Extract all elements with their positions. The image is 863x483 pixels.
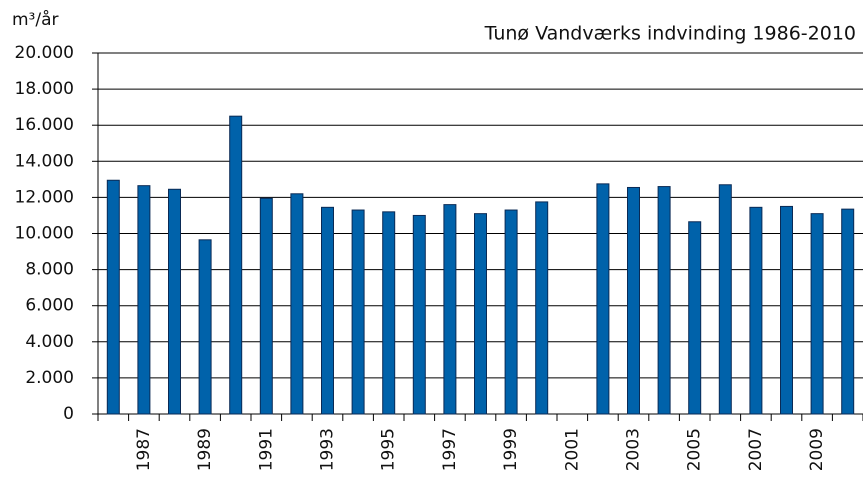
y-tick-label: 6.000	[25, 296, 74, 316]
y-tick-label: 0	[63, 404, 74, 424]
bar	[229, 115, 243, 415]
y-tick-label: 14.000	[15, 151, 74, 171]
y-tick-label: 10.000	[15, 224, 74, 244]
y-tick-label: 2.000	[25, 368, 74, 388]
y-tick-label: 12.000	[15, 187, 74, 207]
y-tick-label: 16.000	[15, 115, 74, 135]
bar	[810, 213, 824, 415]
x-tick-label: 1987	[134, 428, 154, 471]
bar	[382, 211, 396, 415]
x-tick-label: 2009	[807, 428, 827, 471]
bar	[596, 183, 610, 415]
bar	[198, 239, 212, 415]
x-tick-label: 2005	[685, 428, 705, 471]
x-tick-label: 2001	[562, 428, 582, 471]
bar	[443, 204, 457, 415]
bar	[259, 197, 273, 415]
y-tick-label: 8.000	[25, 260, 74, 280]
y-tick-label: 20.000	[15, 43, 74, 63]
bar	[137, 185, 151, 415]
x-tick-label: 1989	[195, 428, 215, 471]
bar	[657, 186, 671, 415]
bar	[504, 209, 518, 415]
bar	[535, 201, 549, 415]
bar	[688, 221, 702, 415]
chart-title: Tunø Vandværks indvinding 1986-2010	[484, 23, 856, 45]
bar	[627, 186, 640, 415]
bar	[749, 206, 763, 415]
bar	[718, 184, 732, 415]
x-tick-label: 2007	[746, 428, 766, 471]
y-axis-label: m³/år	[12, 9, 59, 30]
bar	[780, 205, 793, 415]
x-tick-label: 2003	[624, 428, 644, 471]
bar	[474, 213, 487, 415]
y-tick-label: 18.000	[15, 79, 74, 99]
bar	[106, 179, 120, 415]
bar	[412, 214, 426, 415]
x-tick-label: 1991	[256, 428, 276, 471]
bar	[841, 208, 855, 415]
bar	[351, 209, 365, 415]
y-tick-label: 4.000	[25, 332, 74, 352]
x-tick-label: 1993	[318, 428, 338, 471]
bar	[321, 206, 334, 415]
bar	[290, 193, 304, 415]
x-tick-label: 1995	[379, 428, 399, 471]
x-tick-label: 1999	[501, 428, 521, 471]
x-tick-label: 1997	[440, 428, 460, 471]
bar	[168, 188, 181, 415]
